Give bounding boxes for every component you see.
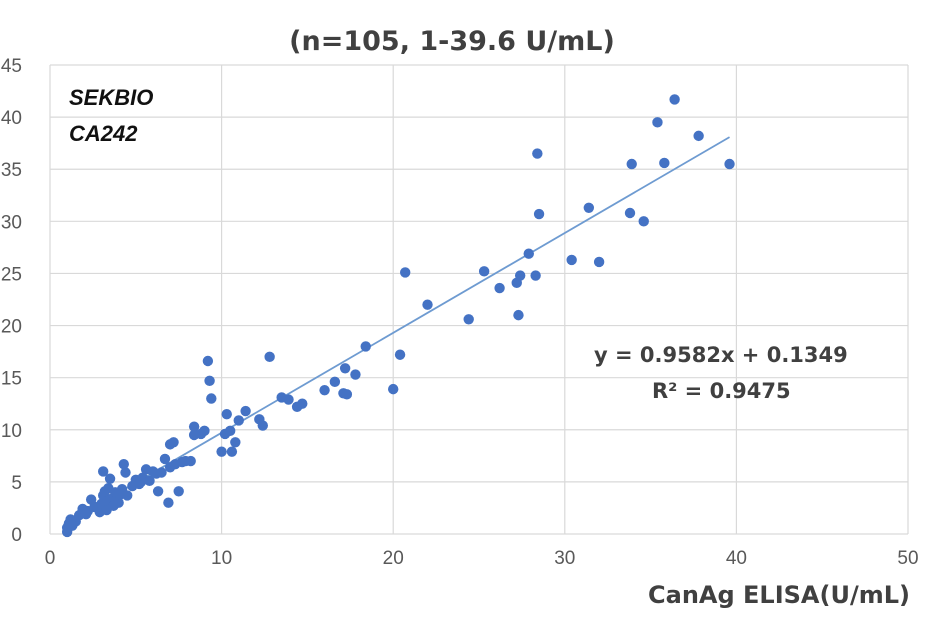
data-point [97,466,109,477]
grid-lines [49,64,909,535]
data-point [127,480,138,492]
data-point [400,267,411,278]
data-point [652,117,663,128]
data-point [693,130,704,142]
data-point [104,473,116,484]
data-point [120,467,131,478]
data-point [230,437,241,448]
y-tick-label: 10 [1,421,22,442]
data-point [199,425,210,437]
tick-labels: 0 5 10 15 20 25 30 35 40 45 0 10 20 30 40 50 [1,56,919,569]
data-point [152,486,164,497]
x-axis-label: CanAg ELISA(U/mL) [648,581,910,609]
data-point [185,455,196,467]
data-point [388,383,399,395]
data-point [463,314,474,325]
x-tick-label: 30 [554,548,575,569]
data-point [339,363,351,374]
x-tick-label: 0 [45,548,56,569]
data-point [135,476,147,488]
data-point [118,458,129,470]
data-point [583,202,595,213]
data-point [80,508,92,520]
product-label: CA242 [69,121,138,146]
data-point [176,456,188,468]
data-point [341,389,353,400]
x-tick-label: 40 [726,548,747,569]
data-point [173,486,184,497]
data-point [513,309,524,321]
x-tick-label: 20 [383,548,404,569]
y-tick-label: 0 [11,525,22,546]
data-point [297,398,308,409]
trendline-path [66,136,730,524]
data-point [566,254,577,266]
data-point [156,467,167,478]
r-squared: R² = 0.9475 [652,379,791,403]
data-point [188,421,200,432]
data-point [422,299,433,310]
data-point [523,248,534,259]
y-tick-label: 45 [1,56,22,77]
data-point [67,520,78,531]
data-point [204,375,215,386]
regression-equation: y = 0.9582x + 0.1349 [594,343,848,367]
x-tick-label: 50 [897,548,918,569]
data-point [226,446,238,457]
chart-title: (n=105, 1-39.6 U/mL) [289,26,615,57]
data-point [626,158,637,170]
data-point [144,475,155,487]
data-point [494,282,505,294]
data-point [669,94,680,105]
data-point [360,341,371,352]
y-tick-label: 15 [1,369,22,390]
y-tick-label: 35 [1,160,22,181]
brand-label: SEKBIO [69,85,153,110]
data-point [514,270,526,281]
data-point [533,208,545,220]
data-point [532,148,543,159]
data-point [724,158,735,170]
x-tick-label: 10 [211,548,232,569]
y-tick-label: 25 [1,264,22,285]
data-point [530,270,541,281]
data-point [394,349,406,360]
data-point [329,376,341,388]
data-point [319,384,330,396]
data-points [61,94,735,538]
data-point [224,425,236,437]
data-point [593,256,605,268]
data-point [147,466,159,477]
data-point [163,497,174,508]
data-point [206,393,217,404]
data-point [221,408,232,420]
data-point [257,420,268,431]
data-point [659,157,670,169]
data-point [168,437,179,448]
data-point [216,446,227,457]
data-point [478,266,490,277]
data-point [202,355,214,367]
data-point [638,216,649,227]
data-point [240,405,251,417]
y-tick-label: 30 [1,212,22,233]
data-point [624,207,636,219]
data-point [350,369,361,380]
data-point [264,351,275,363]
trendline [66,136,730,524]
y-tick-label: 20 [1,317,22,338]
data-point [276,392,287,403]
data-point [108,500,119,512]
data-point [233,415,244,426]
data-point [122,490,133,501]
y-tick-label: 5 [11,473,22,494]
y-tick-label: 40 [1,108,22,129]
data-point [159,453,171,465]
